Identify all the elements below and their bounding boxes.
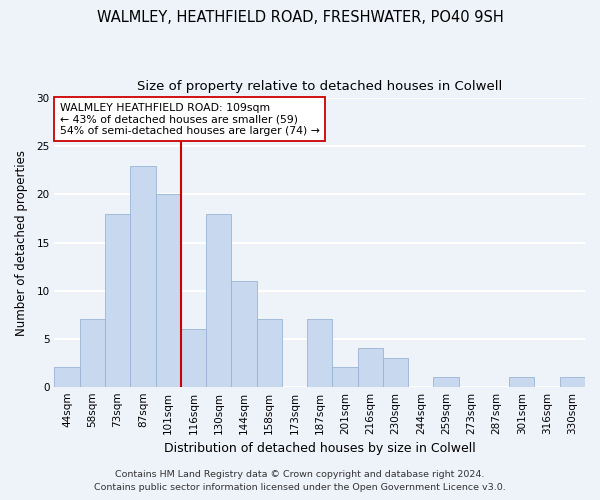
Title: Size of property relative to detached houses in Colwell: Size of property relative to detached ho… — [137, 80, 502, 93]
Bar — [55, 368, 80, 386]
Bar — [155, 194, 181, 386]
Bar — [181, 329, 206, 386]
Bar — [332, 368, 358, 386]
Bar — [433, 377, 458, 386]
Bar — [80, 320, 105, 386]
Bar — [206, 214, 231, 386]
Bar — [560, 377, 585, 386]
Bar — [257, 320, 282, 386]
Bar — [231, 281, 257, 386]
Bar — [307, 320, 332, 386]
Text: WALMLEY, HEATHFIELD ROAD, FRESHWATER, PO40 9SH: WALMLEY, HEATHFIELD ROAD, FRESHWATER, PO… — [97, 10, 503, 25]
Y-axis label: Number of detached properties: Number of detached properties — [15, 150, 28, 336]
X-axis label: Distribution of detached houses by size in Colwell: Distribution of detached houses by size … — [164, 442, 476, 455]
Bar — [383, 358, 408, 386]
Text: Contains HM Land Registry data © Crown copyright and database right 2024.
Contai: Contains HM Land Registry data © Crown c… — [94, 470, 506, 492]
Bar — [358, 348, 383, 387]
Bar — [105, 214, 130, 386]
Text: WALMLEY HEATHFIELD ROAD: 109sqm
← 43% of detached houses are smaller (59)
54% of: WALMLEY HEATHFIELD ROAD: 109sqm ← 43% of… — [60, 102, 320, 136]
Bar — [130, 166, 155, 386]
Bar — [509, 377, 535, 386]
